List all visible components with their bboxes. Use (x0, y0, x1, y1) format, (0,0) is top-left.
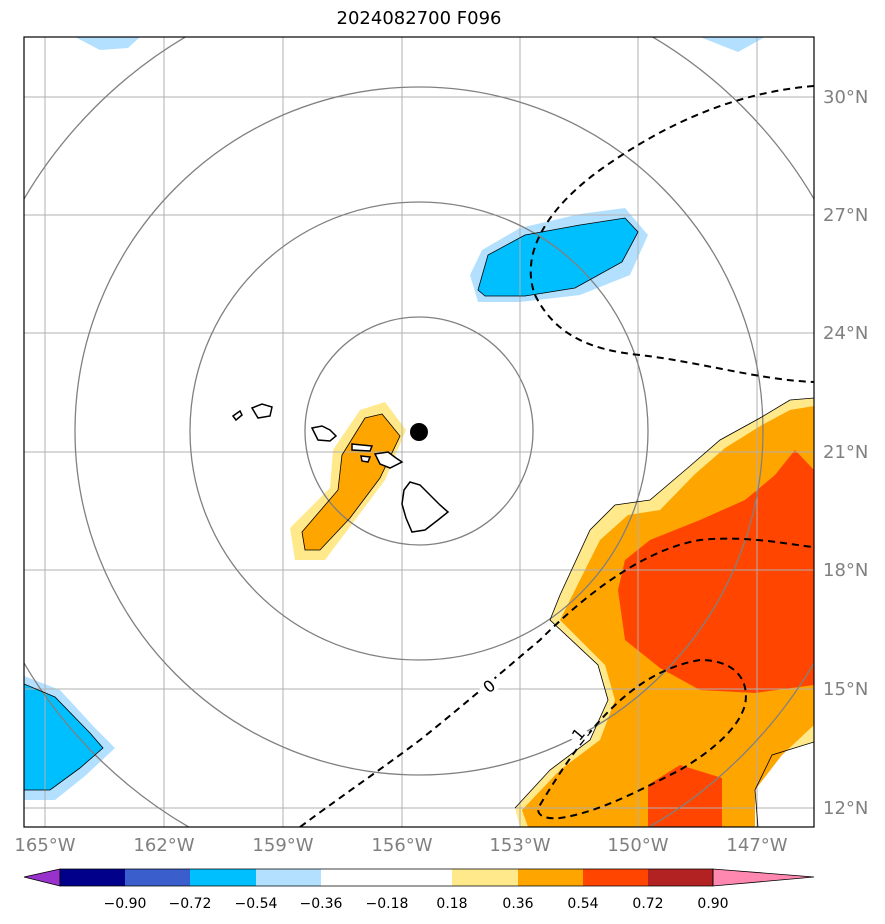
range-rings (24, 37, 814, 827)
colorbar-segment (648, 869, 713, 886)
colorbar-segment (452, 869, 518, 886)
lon-label: 156°W (371, 835, 432, 856)
colorbar-tick-label: −0.18 (366, 896, 409, 912)
graticule (24, 37, 814, 827)
colorbar (23, 868, 815, 887)
map-frame (23, 36, 815, 828)
colorbar-tick-label: 0.18 (436, 896, 467, 912)
colorbar-segment (712, 868, 815, 887)
colorbar-tick-label: 0.36 (502, 896, 533, 912)
colorbar-tick-label: −0.72 (169, 896, 212, 912)
colorbar-tick-label: 0.72 (632, 896, 663, 912)
lat-label: 15°N (823, 679, 868, 700)
colorbar-tick-label: −0.90 (104, 896, 147, 912)
lon-axis: 165°W 162°W 159°W 156°W 153°W 150°W 147°… (14, 835, 787, 856)
lon-label: 150°W (607, 835, 668, 856)
colorbar-tick-label: 0.54 (567, 896, 598, 912)
map-title: 2024082700 F096 (336, 8, 502, 29)
lon-label: 162°W (133, 835, 194, 856)
lat-label: 12°N (823, 798, 868, 819)
colorbar-segment (387, 869, 452, 886)
colorbar-segment (518, 869, 583, 886)
map-area: 0 1 (24, 37, 814, 827)
colorbar-tick-label: 0.90 (697, 896, 728, 912)
dashed-contours (299, 85, 814, 827)
colorbar-tick-label: −0.54 (235, 896, 278, 912)
negative-anomaly-field (24, 37, 765, 800)
colorbar-tick-label: −0.36 (300, 896, 343, 912)
lon-label: 153°W (489, 835, 550, 856)
colorbar-segment (321, 869, 387, 886)
colorbar-segment (125, 869, 190, 886)
colorbar-ticks: −0.90 −0.72 −0.54 −0.36 −0.18 0.18 0.36 … (104, 896, 729, 912)
lat-label: 30°N (823, 87, 868, 108)
lat-axis: 30°N 27°N 24°N 21°N 18°N 15°N 12°N (823, 87, 868, 819)
lon-label: 159°W (252, 835, 313, 856)
storm-center-marker (410, 423, 428, 441)
colorbar-segment (583, 869, 648, 886)
island-coastlines (231, 403, 450, 533)
lat-label: 18°N (823, 560, 868, 581)
colorbar-segment (256, 869, 321, 886)
colorbar-segment (23, 868, 61, 887)
lat-label: 27°N (823, 205, 868, 226)
lon-label: 147°W (726, 835, 787, 856)
colorbar-segment (60, 869, 125, 886)
lat-label: 24°N (823, 323, 868, 344)
lat-label: 21°N (823, 442, 868, 463)
lon-label: 165°W (14, 835, 75, 856)
colorbar-segment (190, 869, 256, 886)
